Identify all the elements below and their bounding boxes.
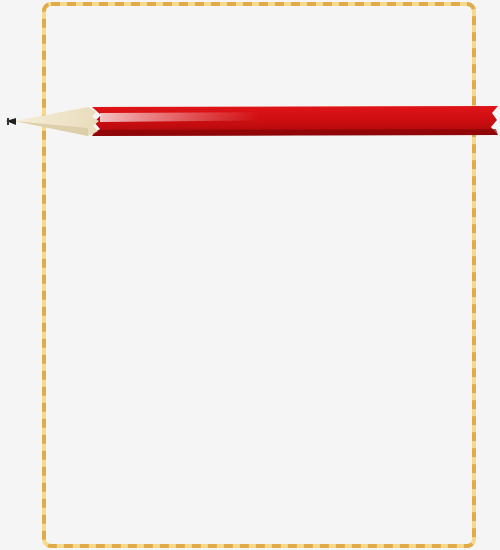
frame-paper (44, 4, 474, 546)
pencil-highlight (100, 112, 300, 122)
pencil-lead-tip (6, 118, 16, 125)
pencil-shadow-edge (92, 129, 498, 136)
pencil-wood-shade (14, 121, 88, 136)
pencil-lead-mark (7, 118, 9, 125)
frame-border-dashes (42, 2, 476, 548)
